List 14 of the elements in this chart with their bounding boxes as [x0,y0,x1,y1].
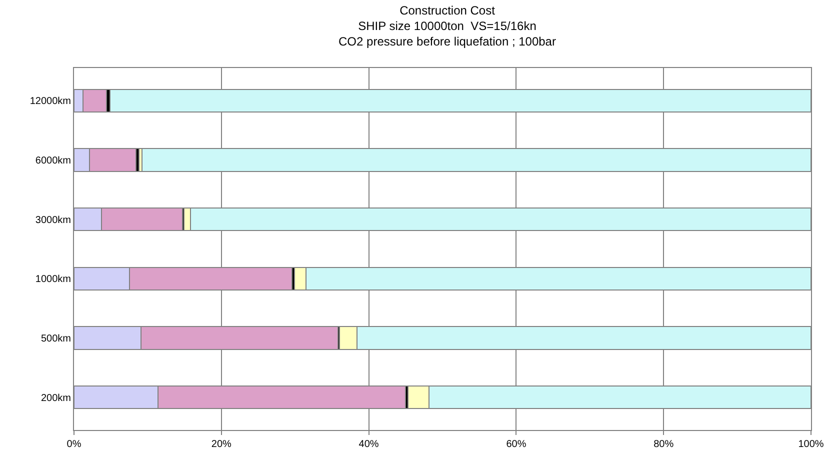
x-tick-label: 100% [798,439,824,450]
y-tick-label: 6000km [35,155,71,166]
x-tick-label: 20% [211,439,232,450]
x-tick-label: 40% [358,439,379,450]
x-tick-label: 80% [654,439,674,450]
y-tick-label: 200km [40,392,71,404]
y-tick-label: 3000km [35,214,71,226]
x-tick-label: 0% [66,439,82,450]
chart-subtitle: SHIP size 10000ton VS=15/16kn CO2 pressure before liquefation ; 100bar [338,19,556,49]
y-tick-label: 500km [40,334,71,345]
y-tick-label: 1000km [35,274,71,286]
x-tick-label: 60% [506,439,526,450]
chart-title: Construction Cost [400,3,496,18]
y-tick-label: 12000km [30,96,71,108]
